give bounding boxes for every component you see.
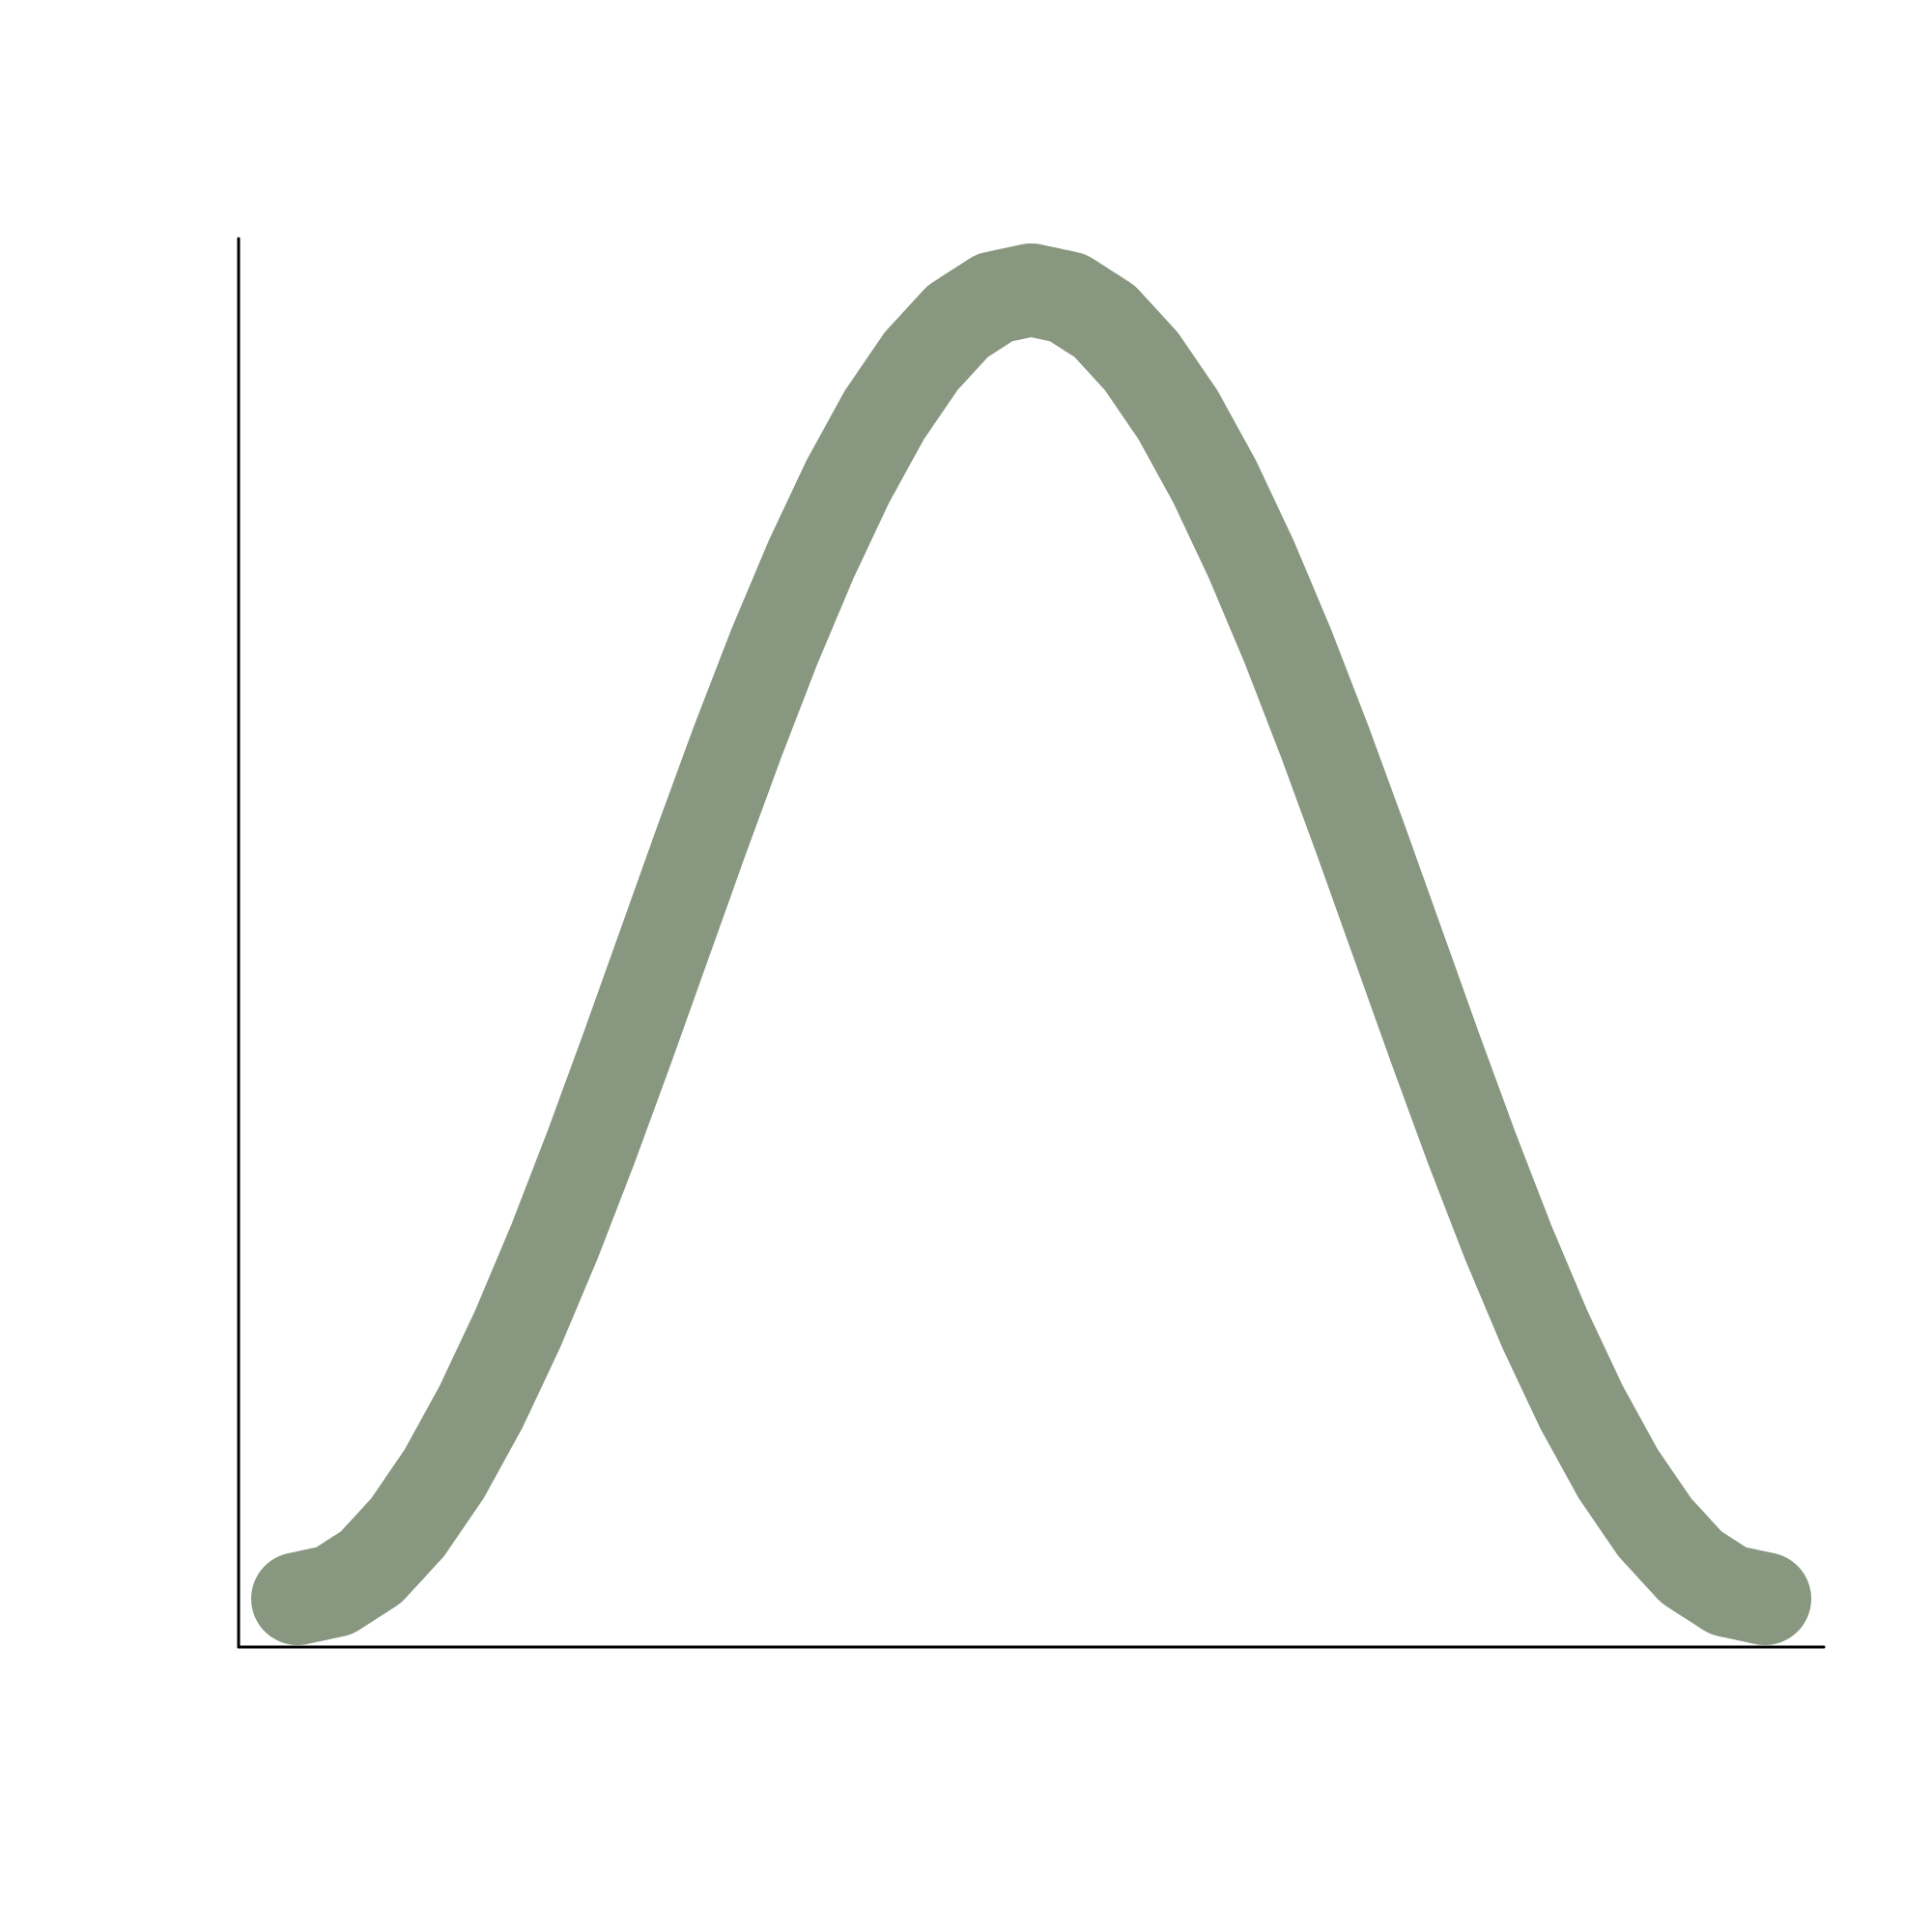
axes — [237, 237, 1826, 1649]
series-layer — [251, 243, 1811, 1645]
series-line — [251, 243, 1811, 1645]
